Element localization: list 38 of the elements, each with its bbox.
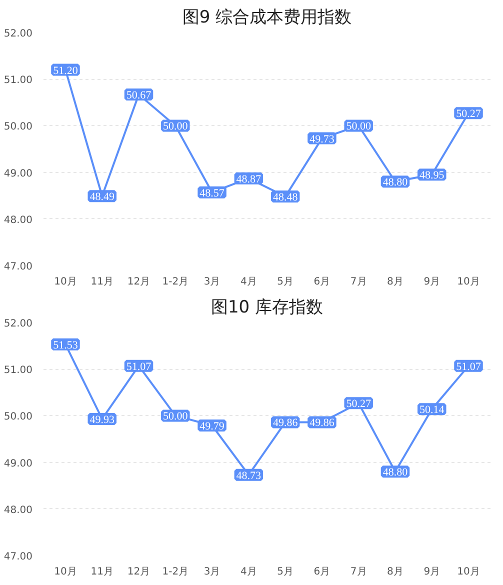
y-tick-label: 47.00 bbox=[4, 262, 33, 272]
x-tick-label: 3月 bbox=[204, 276, 220, 288]
y-tick-label: 48.00 bbox=[4, 214, 33, 226]
chart-title: 图9 综合成本费用指数 bbox=[182, 8, 352, 28]
x-tick-label: 6月 bbox=[314, 276, 330, 288]
x-tick-label: 4月 bbox=[240, 566, 257, 578]
y-tick-label: 51.00 bbox=[4, 365, 33, 376]
chart-title: 图10 库存指数 bbox=[210, 298, 324, 318]
x-tick-label: 7月 bbox=[350, 276, 367, 288]
x-tick-label: 10月 bbox=[457, 276, 480, 288]
x-tick-label: 10月 bbox=[54, 566, 77, 578]
x-tick-label: 6月 bbox=[314, 566, 330, 578]
x-tick-label: 11月 bbox=[90, 276, 114, 288]
x-tick-label: 9月 bbox=[424, 566, 440, 578]
y-tick-label: 51.00 bbox=[4, 75, 33, 86]
x-tick-label: 5月 bbox=[277, 566, 294, 578]
x-tick-label: 7月 bbox=[350, 566, 367, 578]
x-tick-label: 8月 bbox=[387, 566, 404, 578]
x-tick-label: 5月 bbox=[277, 276, 294, 288]
y-tick-label: 48.00 bbox=[4, 504, 33, 516]
y-tick-label: 52.00 bbox=[4, 28, 33, 40]
y-tick-label: 49.00 bbox=[4, 458, 33, 470]
x-tick-label: 4月 bbox=[240, 276, 257, 288]
x-tick-label: 3月 bbox=[204, 566, 220, 578]
x-tick-label: 8月 bbox=[387, 276, 404, 288]
y-tick-label: 50.00 bbox=[4, 412, 33, 423]
x-tick-label: 11月 bbox=[90, 566, 114, 578]
x-tick-label: 10月 bbox=[457, 566, 480, 578]
x-tick-label: 12月 bbox=[127, 566, 150, 578]
x-tick-label: 1-2月 bbox=[162, 276, 189, 288]
y-tick-label: 52.00 bbox=[4, 318, 33, 330]
y-tick-label: 47.00 bbox=[4, 552, 33, 562]
y-tick-label: 49.00 bbox=[4, 168, 33, 180]
x-tick-label: 10月 bbox=[54, 276, 77, 288]
x-tick-label: 12月 bbox=[127, 276, 150, 288]
x-tick-label: 9月 bbox=[424, 276, 440, 288]
y-tick-label: 50.00 bbox=[4, 122, 33, 133]
x-tick-label: 1-2月 bbox=[162, 566, 189, 578]
